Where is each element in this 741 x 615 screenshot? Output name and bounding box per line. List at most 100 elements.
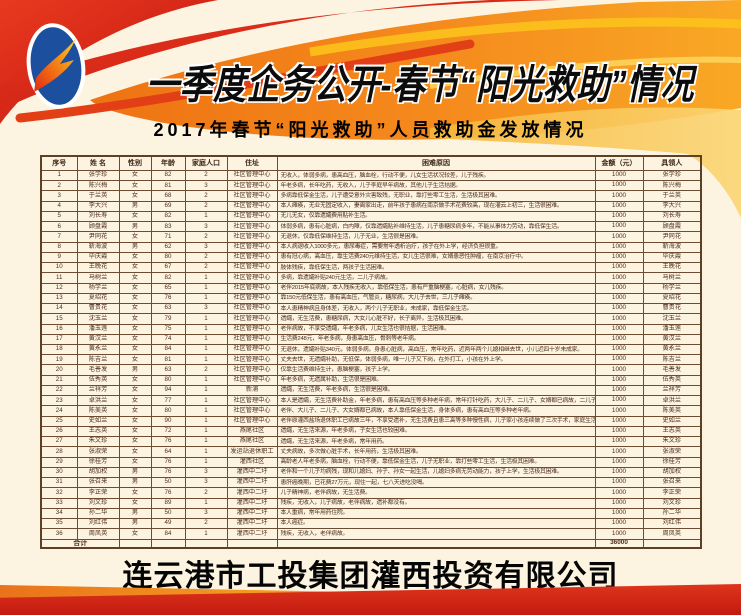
cell-age: 76 bbox=[150, 466, 186, 479]
cell-household: 2 bbox=[184, 487, 228, 499]
cell-address: 社区管理中心 bbox=[226, 231, 278, 243]
cell-no: 21 bbox=[40, 374, 78, 386]
cell-address: 灌西中二圩 bbox=[226, 528, 278, 540]
cell-reason: 老伴、大儿子、二儿子、大女婿都已病故，本人靠低保金生活，身体多病，患有高血压等多… bbox=[276, 405, 596, 417]
cell-reason: 老伴和一个儿子均病残，现和儿媳妇、孙子、孙女一起生活，儿媳妇多病无劳动能力，孩子… bbox=[276, 466, 596, 479]
cell-reason: 本人是遗孀，无生活费补助金，年老多病，患有高血压等多种老年病，常年打针吃药，大儿… bbox=[276, 395, 596, 407]
cell-no: 24 bbox=[40, 405, 78, 417]
cell-name: 徐桂芳 bbox=[76, 456, 120, 468]
cell-age: 81 bbox=[150, 354, 186, 366]
table-row: 10 王晚花女 67 2 社区管理中心 肢体残疾，靠低保生活，两孩子生活困难。 1000 王晚… bbox=[40, 262, 702, 274]
cell-age: 82 bbox=[150, 272, 186, 284]
cell-gender: 女 bbox=[118, 343, 152, 356]
cell-address: 发运站退休职工 bbox=[226, 446, 278, 458]
cell-age: 83 bbox=[150, 221, 186, 233]
cell-age: 74 bbox=[150, 333, 186, 345]
table-row: 35 刘红伟男 49 2 灌西中二圩 本人癌症。 1000 刘红伟 bbox=[40, 517, 702, 530]
cell-reason: 年老多病，无遗属补助，生活很是困难。 bbox=[276, 374, 596, 386]
col-header-household: 家庭人口 bbox=[184, 155, 228, 171]
table-row: 36 周凤英女 84 1 灌西中二圩 残疾，无收入，老伴病故。 1000 周凤英 bbox=[40, 528, 702, 540]
cell-no: 28 bbox=[40, 446, 78, 458]
cell-empty bbox=[184, 538, 228, 549]
cell-gender: 男 bbox=[118, 364, 152, 376]
table-row: 21 伍秀英女 80 1 社区管理中心 年老多病，无遗属补助，生活很是困难。 1000 伍秀英 bbox=[40, 374, 702, 386]
cell-name: 毕庆霞 bbox=[76, 251, 120, 264]
cell-recipient: 尹同花 bbox=[642, 231, 702, 243]
cell-gender: 女 bbox=[118, 395, 152, 407]
cell-name: 史如兰 bbox=[76, 415, 120, 427]
cell-household: 2 bbox=[184, 364, 228, 376]
cell-age: 49 bbox=[150, 517, 186, 530]
cell-name: 兰祥芳 bbox=[76, 384, 120, 397]
cell-recipient: 黄汉兰 bbox=[642, 333, 702, 345]
cell-gender: 女 bbox=[118, 190, 152, 202]
table-row: 26 王志英女 72 1 燕尾社区 遗孀，无生活来源，年老多病，子女生活也较困难。 1000… bbox=[40, 425, 702, 438]
cell-no: 8 bbox=[40, 241, 78, 253]
table-header-row: 序号姓 名性别 年龄 家庭人口 住址 困难原因 金额（元） 具领人 bbox=[40, 155, 702, 171]
cell-no: 22 bbox=[40, 384, 78, 397]
cell-reason: 本人重病，常年用药住院。 bbox=[276, 507, 596, 519]
cell-household: 3 bbox=[184, 303, 228, 315]
table-row: 33 刘文珍女 89 1 灌西中二圩 残疾，无收入，儿子病故，老伴病故，遗补都没有。 100… bbox=[40, 497, 702, 509]
cell-gender: 男 bbox=[118, 517, 152, 530]
company-logo-icon bbox=[26, 23, 86, 109]
cell-amount: 1000 bbox=[594, 405, 644, 417]
cell-age: 63 bbox=[150, 303, 186, 315]
cell-reason: 遗孀，无生活来源，年老多病，常年用药。 bbox=[276, 436, 596, 448]
cell-address: 社区管理中心 bbox=[226, 405, 278, 417]
cell-empty bbox=[150, 538, 186, 549]
cell-amount: 1000 bbox=[594, 251, 644, 264]
cell-household: 2 bbox=[184, 190, 228, 202]
cell-reason: 年老多病，长年吃药，无收入，儿子李庭早年病故，其他儿子生活拮据。 bbox=[276, 180, 596, 192]
cell-recipient: 杨学兰 bbox=[642, 282, 702, 294]
cell-name: 朱文珍 bbox=[76, 436, 120, 448]
cell-gender: 女 bbox=[118, 272, 152, 284]
cell-household: 1 bbox=[184, 343, 228, 356]
cell-name: 陈美英 bbox=[76, 405, 120, 417]
cell-gender: 男 bbox=[118, 477, 152, 489]
cell-name: 张淑荣 bbox=[76, 446, 120, 458]
cell-amount: 1000 bbox=[594, 354, 644, 366]
cell-gender: 女 bbox=[118, 180, 152, 192]
cell-gender: 女 bbox=[118, 210, 152, 223]
table-row: 11 马树兰女 82 1 社区管理中心 多病，靠遗孀补贴240元生活，二儿子病故。 1000… bbox=[40, 272, 702, 284]
table-row: 8 靳海波男 62 3 社区管理中心 本人病退收入1000多元，患尿毒症，需要常年透析治疗… bbox=[40, 241, 702, 253]
cell-gender: 女 bbox=[118, 384, 152, 397]
cell-name: 王志英 bbox=[76, 425, 120, 438]
table-row: 3 于兰英女 68 2 社区管理中心 多病靠低保金生活，儿子遭受意外灾害致残，无职业，靠打… bbox=[40, 190, 702, 202]
cell-gender: 女 bbox=[118, 354, 152, 366]
cell-no: 36 bbox=[40, 528, 78, 540]
cell-no: 11 bbox=[40, 272, 78, 284]
cell-age: 76 bbox=[150, 487, 186, 499]
cell-amount: 1000 bbox=[594, 241, 644, 253]
cell-age: 64 bbox=[150, 446, 186, 458]
cell-gender: 女 bbox=[118, 528, 152, 540]
cell-household: 1 bbox=[184, 210, 228, 223]
cell-household: 3 bbox=[184, 507, 228, 519]
cell-amount: 1000 bbox=[594, 323, 644, 335]
cell-recipient: 毕庆霞 bbox=[642, 251, 702, 264]
cell-reason: 仅靠生活费维持生计，患脑梗塞，孩子上学。 bbox=[276, 364, 596, 376]
cell-no: 34 bbox=[40, 507, 78, 519]
cell-no: 31 bbox=[40, 477, 78, 489]
cell-reason: 老伴2015年底病故，本人残疾无收入，靠低保生活，患有严重脑梗塞，心脏病，女儿残… bbox=[276, 282, 596, 294]
cell-reason: 多病靠低保金生活，儿子遭受意外灾害致残，无职业，靠打些零工生活，生活极其困难。 bbox=[276, 190, 596, 202]
cell-gender: 女 bbox=[118, 323, 152, 335]
cell-recipient: 徐桂芳 bbox=[642, 456, 702, 468]
cell-name: 胡加权 bbox=[76, 466, 120, 479]
cell-age: 71 bbox=[150, 231, 186, 243]
cell-age: 76 bbox=[150, 436, 186, 448]
table-row: 12 杨学兰女 65 1 社区管理中心 老伴2015年底病故，本人残疾无收入，靠低保生活，… bbox=[40, 282, 702, 294]
cell-name: 李正荣 bbox=[76, 487, 120, 499]
cell-recipient: 王志英 bbox=[642, 425, 702, 438]
cell-no: 13 bbox=[40, 292, 78, 305]
cell-address: 社区管理中心 bbox=[226, 395, 278, 407]
cell-address: 新浦 bbox=[226, 384, 278, 397]
table-row: 22 兰祥芳女 94 1 新浦 遗孀，无生活费，年老多病，生活很是困难。 1000 兰祥芳 bbox=[40, 384, 702, 397]
cell-age: 79 bbox=[150, 313, 186, 325]
cell-address: 社区管理中心 bbox=[226, 415, 278, 427]
cell-recipient: 朱文珍 bbox=[642, 436, 702, 448]
cell-recipient: 张淑荣 bbox=[642, 446, 702, 458]
cell-gender: 女 bbox=[118, 456, 152, 468]
cell-reason: 儿子精神病，老伴病故，无生活费。 bbox=[276, 487, 596, 499]
